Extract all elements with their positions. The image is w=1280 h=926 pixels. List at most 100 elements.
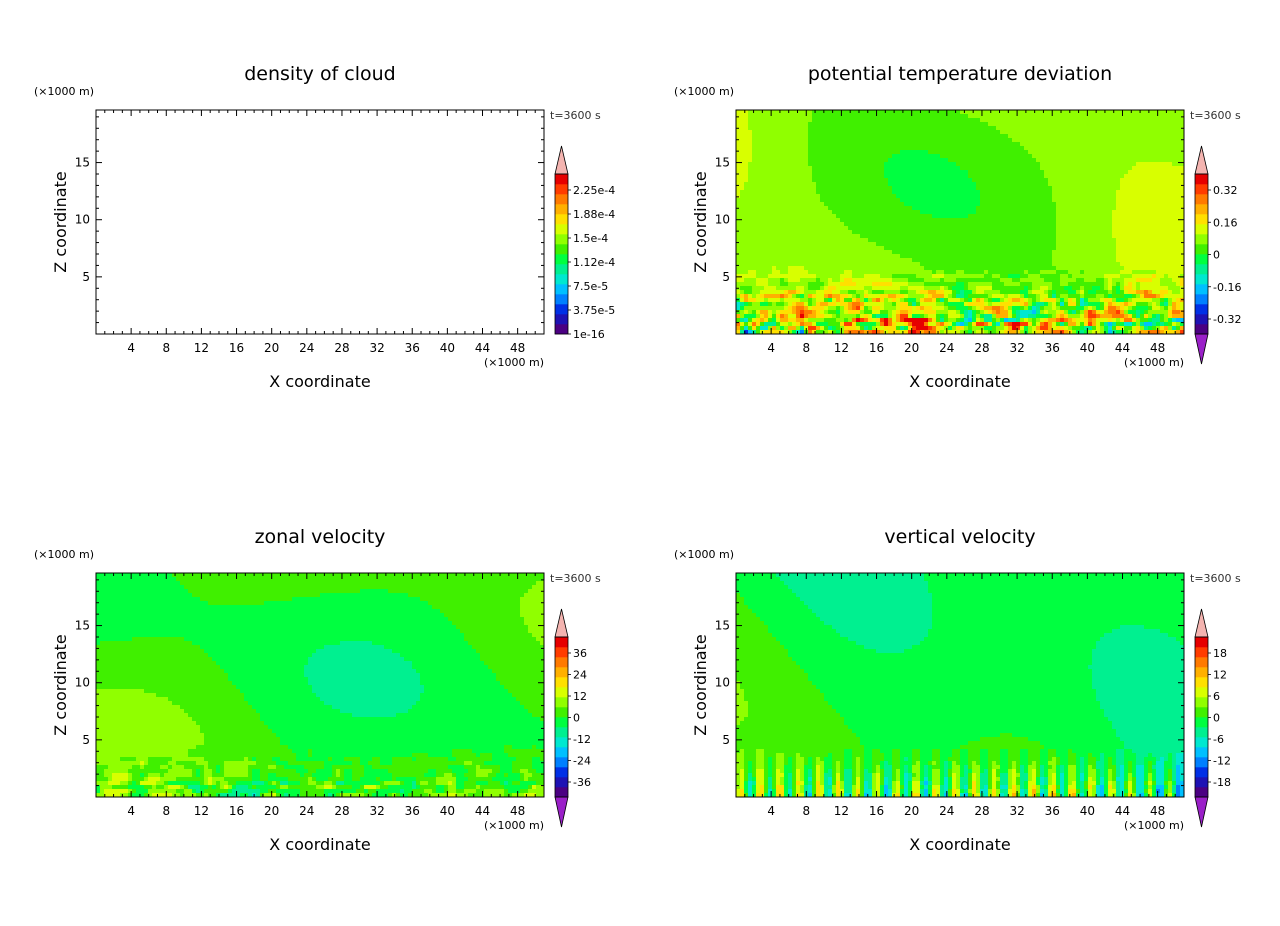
field-cell — [1056, 250, 1061, 255]
field-cell — [1116, 146, 1121, 151]
field-cell — [980, 174, 985, 179]
field-cell — [1108, 158, 1113, 163]
field-cell — [984, 130, 989, 135]
field-cell — [976, 190, 981, 195]
field-cell — [924, 246, 929, 251]
field-cell — [1044, 114, 1049, 119]
field-cell — [1092, 130, 1097, 135]
field-cell — [1056, 242, 1061, 247]
field-cell — [1020, 150, 1025, 155]
field-cell — [1116, 190, 1121, 195]
field-cell — [956, 118, 961, 123]
field-cell — [1144, 190, 1149, 195]
field-cell — [996, 198, 1001, 203]
field-cell — [936, 122, 941, 127]
field-cell — [892, 162, 897, 167]
field-cell — [800, 178, 805, 183]
field-cell — [1180, 190, 1184, 195]
field-cell — [916, 226, 921, 231]
field-cell — [1060, 218, 1065, 223]
field-cell — [936, 274, 941, 279]
field-cell — [940, 194, 945, 199]
field-cell — [1016, 274, 1021, 279]
field-cell — [972, 114, 977, 119]
field-cell — [1024, 126, 1029, 131]
field-cell — [1036, 274, 1041, 279]
field-cell — [1088, 146, 1093, 151]
field-cell — [1076, 242, 1081, 247]
field-cell — [844, 182, 849, 187]
field-cell — [800, 246, 805, 251]
field-cell — [1144, 242, 1149, 247]
field-cell — [912, 126, 917, 131]
field-cell — [760, 238, 765, 243]
field-cell — [780, 234, 785, 239]
field-cell — [844, 202, 849, 207]
field-cell — [992, 110, 997, 115]
field-cell — [984, 146, 989, 151]
field-cell — [800, 266, 805, 271]
field-cell — [1164, 134, 1169, 139]
field-cell — [840, 190, 845, 195]
field-cell — [736, 178, 741, 183]
field-cell — [1068, 278, 1073, 283]
field-cell — [1084, 274, 1089, 279]
field-cell — [996, 214, 1001, 219]
field-cell — [992, 122, 997, 127]
field-cell — [784, 126, 789, 131]
field-cell — [964, 126, 969, 131]
field-cell — [1168, 238, 1173, 243]
field-cell — [876, 194, 881, 199]
field-cell — [772, 130, 777, 135]
field-cell — [940, 218, 945, 223]
field-cell — [1036, 194, 1041, 199]
field-cell — [756, 222, 761, 227]
y-tick-label: 10 — [75, 213, 90, 227]
field-cell — [1072, 234, 1077, 239]
field-cell — [956, 110, 961, 115]
field-cell — [1168, 254, 1173, 259]
field-cell — [1160, 150, 1165, 155]
field-cell — [892, 222, 897, 227]
field-cell — [952, 166, 957, 171]
field-cell — [1172, 130, 1177, 135]
field-cell — [904, 150, 909, 155]
field-cell — [1072, 226, 1077, 231]
field-cell — [1060, 146, 1065, 151]
field-cell — [1100, 270, 1105, 275]
field-cell — [992, 166, 997, 171]
field-cell — [936, 278, 941, 283]
field-cell — [1136, 162, 1141, 167]
field-cell — [760, 222, 765, 227]
field-cell — [808, 130, 813, 135]
field-cell — [908, 206, 913, 211]
field-cell — [956, 134, 961, 139]
field-cell — [860, 262, 865, 267]
field-cell — [964, 198, 969, 203]
field-cell — [884, 126, 889, 131]
field-cell — [744, 198, 749, 203]
field-cell — [912, 154, 917, 159]
field-cell — [1032, 254, 1037, 259]
field-cell — [948, 202, 953, 207]
field-cell — [860, 258, 865, 263]
field-cell — [1176, 122, 1181, 127]
field-cell — [784, 134, 789, 139]
field-cell — [972, 210, 977, 215]
field-cell — [1104, 174, 1109, 179]
field-cell — [1020, 202, 1025, 207]
field-cell — [1128, 154, 1133, 159]
field-cell — [844, 214, 849, 219]
field-cell — [964, 206, 969, 211]
field-cell — [940, 266, 945, 271]
field-cell — [1156, 114, 1161, 119]
field-cell — [1064, 242, 1069, 247]
field-cell — [1156, 174, 1161, 179]
field-cell — [1032, 134, 1037, 139]
field-cell — [1092, 222, 1097, 227]
field-cell — [1064, 150, 1069, 155]
field-cell — [748, 170, 753, 175]
field-cell — [1060, 126, 1065, 131]
field-cell — [1172, 122, 1177, 127]
field-cell — [816, 142, 821, 147]
